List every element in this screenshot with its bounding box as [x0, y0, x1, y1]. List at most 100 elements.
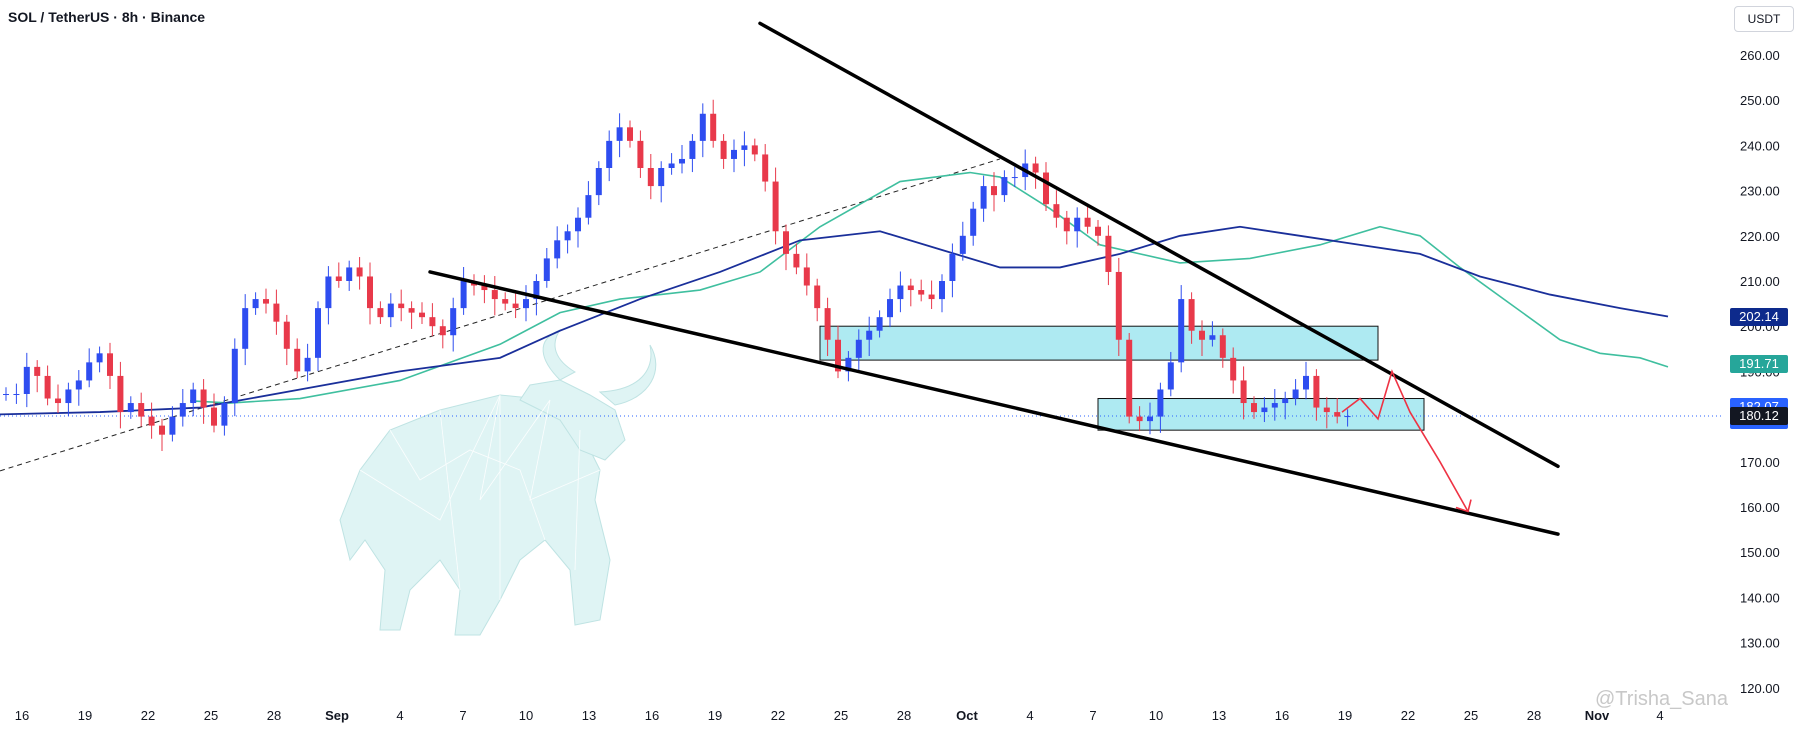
candle-body — [876, 317, 883, 331]
candle-body — [221, 403, 228, 426]
candles — [3, 99, 1351, 451]
x-tick-label: Nov — [1585, 708, 1610, 723]
x-tick-label: 4 — [1026, 708, 1033, 723]
candle-body — [710, 113, 717, 141]
candle-body — [585, 195, 592, 218]
candle-body — [1292, 389, 1299, 399]
candle-body — [1001, 177, 1008, 196]
y-tick-label: 260.00 — [1740, 48, 1780, 63]
trendlines — [428, 21, 1560, 536]
y-tick-label: 240.00 — [1740, 138, 1780, 153]
projection-arrowhead — [1455, 499, 1472, 513]
x-tick-label: 28 — [1527, 708, 1541, 723]
candle-body — [647, 168, 654, 187]
candle-body — [970, 208, 977, 236]
candle-body — [1053, 204, 1060, 218]
candle-body — [1126, 339, 1133, 417]
x-tick-label: 22 — [141, 708, 155, 723]
candle-body — [169, 416, 176, 435]
y-tick-label: 150.00 — [1740, 545, 1780, 560]
y-tick-label: 250.00 — [1740, 93, 1780, 108]
price-label: 202.14 — [1730, 307, 1788, 326]
candle-body — [699, 113, 706, 141]
y-tick-label: 160.00 — [1740, 500, 1780, 515]
currency-button[interactable]: USDT — [1734, 6, 1794, 32]
candle-body — [1084, 217, 1091, 227]
candle-body — [117, 375, 124, 413]
candle-body — [783, 231, 789, 254]
candle-body — [1043, 172, 1049, 205]
chart-title: SOL / TetherUS · 8h · Binance — [8, 9, 206, 25]
candle-body — [564, 231, 571, 241]
candle-body — [1074, 217, 1081, 232]
candle-body — [315, 308, 321, 358]
candle-body — [1199, 330, 1205, 340]
candle-body — [1167, 362, 1174, 390]
candle-body — [377, 308, 384, 318]
candle-body — [211, 407, 217, 426]
candle-body — [814, 285, 821, 309]
x-tick-label: 7 — [459, 708, 466, 723]
candle-body — [845, 357, 852, 372]
x-tick-label: 25 — [1464, 708, 1478, 723]
candle-body — [1344, 416, 1351, 418]
candle-body — [720, 140, 727, 159]
candle-body — [523, 299, 529, 309]
candle-body — [107, 353, 113, 376]
upper-demand-zone — [819, 325, 1379, 361]
x-tick-label: 13 — [1212, 708, 1226, 723]
candle-body — [450, 308, 457, 336]
demand-zones — [819, 325, 1425, 431]
candle-body — [356, 267, 363, 277]
candle-body — [1105, 235, 1112, 272]
candle-body — [991, 186, 997, 196]
x-tick-label: 19 — [708, 708, 722, 723]
candle-body — [1209, 335, 1216, 340]
x-tick-label: 25 — [834, 708, 848, 723]
x-tick-label: 22 — [1401, 708, 1415, 723]
candle-body — [606, 140, 613, 168]
candle-body — [190, 389, 197, 404]
candle-body — [148, 416, 155, 426]
candle-body — [346, 267, 353, 281]
candle-body — [1157, 389, 1164, 417]
candle-body — [1147, 416, 1153, 422]
candle-body — [533, 281, 540, 300]
candle-body — [689, 140, 696, 159]
x-tick-label: 4 — [396, 708, 403, 723]
candle-body — [1178, 299, 1185, 363]
y-tick-label: 220.00 — [1740, 229, 1780, 244]
candle-body — [127, 403, 134, 413]
x-tick-label: 10 — [519, 708, 533, 723]
x-tick-label: 19 — [1338, 708, 1352, 723]
candle-body — [627, 127, 633, 141]
axes: 260.00250.00240.00230.00220.00210.00200.… — [15, 48, 1780, 723]
candle-body — [44, 375, 51, 399]
candle-body — [751, 145, 758, 155]
candle-body — [1303, 375, 1309, 390]
candle-body — [263, 299, 269, 304]
candle-body — [481, 285, 488, 291]
candle-body — [387, 303, 394, 318]
candle-body — [304, 357, 311, 372]
candle-body — [835, 339, 841, 372]
candle-body — [460, 281, 467, 309]
candle-body — [918, 290, 925, 295]
candle-body — [1282, 398, 1289, 404]
candle-body — [824, 308, 831, 340]
x-tick-label: 19 — [78, 708, 92, 723]
candle-body — [325, 276, 332, 309]
candle-body — [1219, 335, 1226, 358]
price-label: 180.12 — [1730, 407, 1788, 426]
candle-body — [34, 366, 41, 376]
x-tick-label: 16 — [15, 708, 29, 723]
candle-body — [1251, 403, 1257, 413]
price-label: 191.71 — [1730, 354, 1788, 373]
x-tick-label: 4 — [1656, 708, 1663, 723]
candle-body — [335, 276, 342, 281]
candle-body — [1011, 177, 1018, 179]
candle-body — [939, 281, 945, 300]
candle-body — [1063, 217, 1070, 232]
x-tick-label: 28 — [897, 708, 911, 723]
